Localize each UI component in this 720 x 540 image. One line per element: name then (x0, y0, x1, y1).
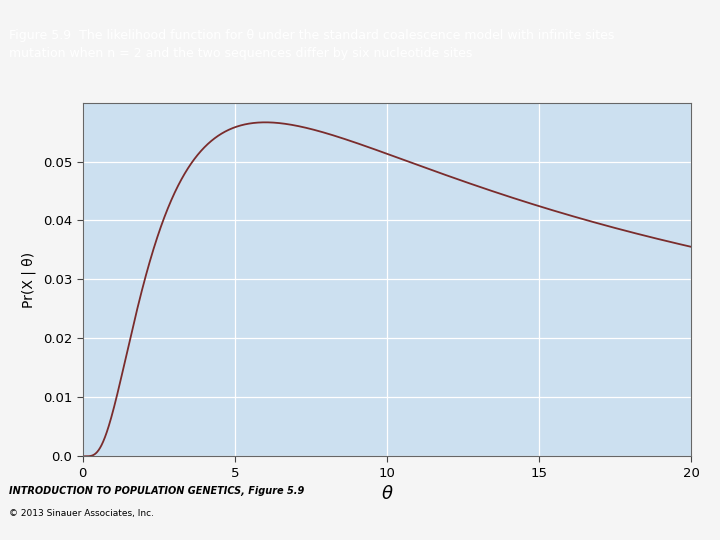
Text: INTRODUCTION TO POPULATION GENETICS, Figure 5.9: INTRODUCTION TO POPULATION GENETICS, Fig… (9, 486, 304, 496)
X-axis label: θ: θ (382, 485, 392, 503)
Text: © 2013 Sinauer Associates, Inc.: © 2013 Sinauer Associates, Inc. (9, 509, 153, 518)
Text: Figure 5.9  The likelihood function for θ under the standard coalescence model w: Figure 5.9 The likelihood function for θ… (9, 29, 614, 59)
Y-axis label: Pr(X | θ): Pr(X | θ) (22, 252, 36, 307)
